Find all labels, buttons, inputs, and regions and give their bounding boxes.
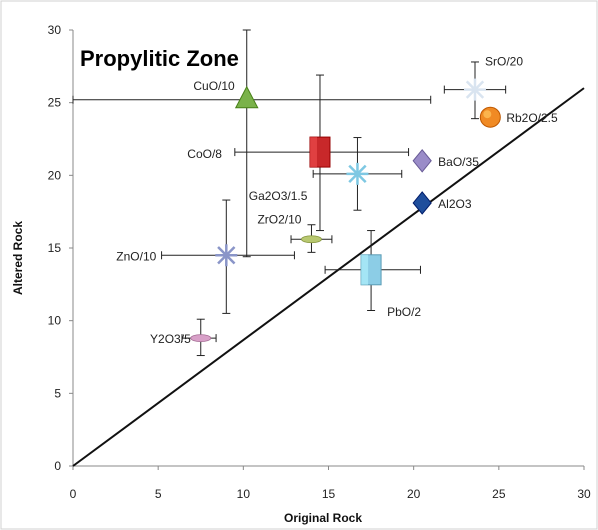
circle-marker-highlight xyxy=(483,110,492,119)
point-label: Al2O3 xyxy=(438,197,472,211)
y-tick-label: 30 xyxy=(48,23,62,37)
y-axis-title: Altered Rock xyxy=(11,221,25,295)
point-label: PbO/2 xyxy=(387,305,421,319)
y-tick-label: 5 xyxy=(54,386,61,400)
data-point: ZnO/10 xyxy=(116,199,295,314)
axes-layer: 00 5 5 10 10 15 15 20 20 25 25 30 30 xyxy=(48,23,591,501)
data-point: SrO/20 xyxy=(443,55,523,120)
x-tick-label: 25 xyxy=(492,487,506,501)
circle-marker xyxy=(479,106,501,128)
data-point: CoO/8 xyxy=(187,74,410,232)
dash-marker xyxy=(301,235,322,244)
point-label: ZrO2/10 xyxy=(257,212,301,226)
x-tick-label: 20 xyxy=(407,487,421,501)
square-marker-highlight xyxy=(361,254,369,285)
point-label: ZnO/10 xyxy=(116,249,156,263)
point-label: Rb2O/2.5 xyxy=(506,111,558,125)
square-marker-highlight xyxy=(309,137,317,168)
x-tick-label: 30 xyxy=(577,487,591,501)
point-label: CuO/10 xyxy=(193,79,235,93)
dash-marker xyxy=(190,334,212,343)
star-marker-stroke xyxy=(348,164,367,184)
x-tick-label: 10 xyxy=(237,487,251,501)
data-point: Y2O3/5 xyxy=(150,318,217,357)
point-label: CoO/8 xyxy=(187,147,222,161)
data-point: CuO/10 xyxy=(72,29,432,258)
y-tick-label: 10 xyxy=(48,314,62,328)
data-point: Al2O3 xyxy=(412,191,472,215)
point-label: BaO/35 xyxy=(438,155,479,169)
y-tick-label: 15 xyxy=(48,241,62,255)
star-marker-stroke xyxy=(465,80,485,99)
data-point: Ga2O3/1.5 xyxy=(249,137,403,211)
data-point: BaO/35 xyxy=(412,149,479,173)
x-axis-title: Original Rock xyxy=(284,511,362,525)
point-label: SrO/20 xyxy=(485,55,523,69)
data-point: ZrO2/10 xyxy=(257,212,333,253)
data-point: PbO/2 xyxy=(324,230,421,319)
x-tick-label: 15 xyxy=(322,487,336,501)
y-tick-label: 25 xyxy=(48,96,62,110)
x-tick-label: 0 xyxy=(70,487,77,501)
marks-layer: CuO/10 SrO/20 Rb2O/2.5 CoO/8 Ga2O3/1.5 BaO/35… xyxy=(72,29,558,357)
y-tick-label: 20 xyxy=(48,168,62,182)
chart-title: Propylitic Zone xyxy=(80,46,239,71)
y-tick-label: 0 xyxy=(54,459,61,473)
diamond-marker xyxy=(412,191,432,215)
isocon-line xyxy=(72,87,585,467)
point-label: Ga2O3/1.5 xyxy=(249,189,308,203)
star-marker-stroke xyxy=(217,246,236,265)
triangle-marker xyxy=(234,85,259,109)
data-point: Rb2O/2.5 xyxy=(479,106,558,128)
point-label: Y2O3/5 xyxy=(150,332,191,346)
diamond-marker xyxy=(412,149,432,173)
x-tick-label: 5 xyxy=(155,487,162,501)
